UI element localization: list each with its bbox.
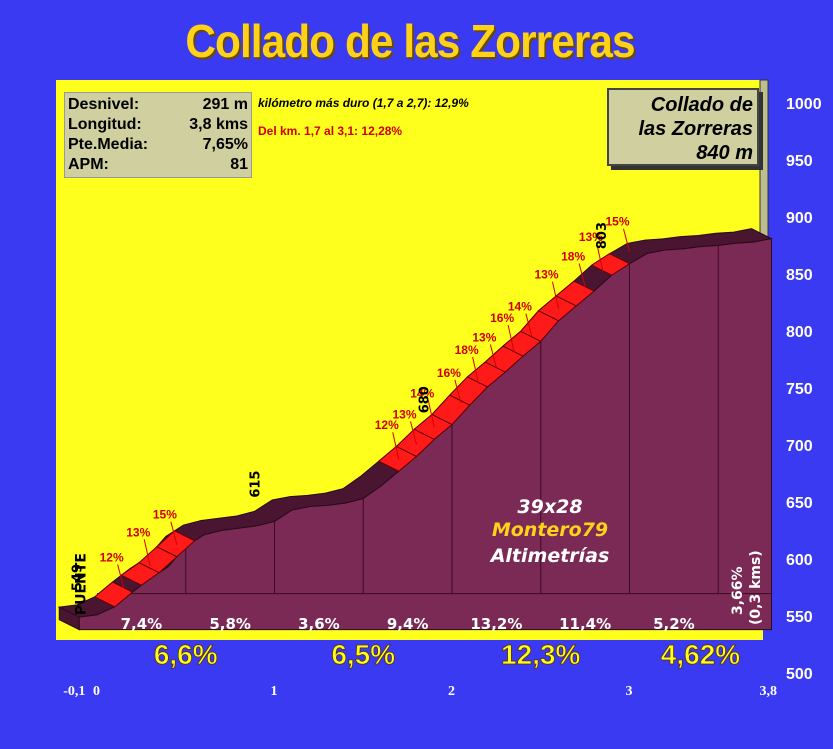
site-label: Altimetrías [490,545,610,567]
slope-label: 13% [126,525,150,539]
steep-segment [155,530,196,558]
slope-labels: 12%13%15%12%13%14%16%18%13%16%14%13%18%1… [70,215,630,615]
section-slope-label: 3,6% [298,615,340,633]
y-tick-label: 750 [786,381,813,398]
stat-apm: APM: 81 [68,155,248,175]
slope-leader [143,539,151,567]
slope-label: 14% [410,386,434,400]
author-label: Montero79 [491,519,609,541]
slope-label: 13% [579,230,603,244]
altitude-mark: 680 [417,386,432,413]
x-tick-label: 3 [626,684,633,699]
y-tick-label: 950 [786,153,813,170]
slope-leader [454,379,462,403]
section-slope-label: 9,4% [387,615,429,633]
stat-label: APM: [68,156,109,173]
stat-label: Desnivel: [68,96,140,113]
slope-label: 14% [508,300,532,314]
axes: 500 550 600 650 700 750 800 850 900 950 1000 -0,1 0 1… [63,96,821,699]
slope-leader [392,432,400,460]
steep-segment [590,253,631,276]
slope-leader [489,344,497,368]
slope-label: 12% [375,418,399,432]
km-average-label: 12,3% [501,639,580,670]
stat-value: 81 [230,156,248,173]
segment-note: Del km. 1,7 al 3,1: 12,28% [258,124,403,138]
slope-leader [623,228,630,252]
altitude-mark: 615 [249,471,264,498]
stat-desnivel: Desnivel: 291 m [68,95,248,115]
km-average-label: 4,62% [661,639,740,670]
summit-altitude: 840 m [696,142,753,164]
section-slope-label: 13,2% [470,615,522,633]
stat-value: 291 m [202,96,248,113]
y-tick-label: 650 [786,495,813,512]
chart-title: Collado de las Zorreras [185,15,635,67]
y-tick-label: 550 [786,609,813,626]
slope-leader [117,564,125,588]
y-tick-label: 700 [786,438,813,455]
stat-value: 3,8 kms [189,116,248,133]
y-tick-label: 600 [786,552,813,569]
last-section-length: (0,3 kms) [748,550,764,625]
hardest-km-note: kilómetro más duro (1,7 a 2,7): 12,9% [258,96,469,110]
stat-longitud: Longitud: 3,8 kms [68,115,248,135]
slope-leader [578,263,586,287]
section-slope-label: 5,2% [653,615,695,633]
slope-leader [596,244,604,272]
y-tick-label: 500 [786,666,813,683]
slope-label: 18% [561,250,585,264]
slope-label: 15% [153,508,177,522]
stats-box: Desnivel: 291 m Longitud: 3,8 kms Pte.Medi… [64,92,252,178]
steep-segment [555,280,595,307]
slope-label: 12% [100,550,124,564]
slope-label: 16% [490,311,514,325]
altitude-mark: 803 [595,222,610,249]
x-tick-label: 3,8 [760,684,778,699]
slope-leader [170,521,178,545]
slope-label: 18% [455,343,479,357]
slope-leader [552,281,559,309]
summit-name-line1: Collado de [650,94,753,116]
slope-label: 13% [472,330,496,344]
x-tick-label: 2 [448,684,455,699]
section-slopes: 7,4% 5,8% 3,6% 9,4% 13,2% 11,4% 5,2% 6,6% 6,5% 12… [121,550,764,670]
km-average-label: 6,5% [331,639,395,670]
slope-leader [525,313,533,337]
y-tick-label: 850 [786,267,813,284]
km-average-label: 6,6% [154,639,218,670]
stat-pendiente: Pte.Media: 7,65% [68,135,248,155]
slope-leader [507,324,515,353]
altitude-mark: 549 [70,564,85,591]
gear-label: 39x28 [517,496,583,518]
slope-leader [410,421,417,445]
y-tick-label: 800 [786,324,813,341]
y-tick-label: 1000 [786,96,822,113]
slope-label: 16% [437,366,461,380]
slope-leader [427,400,435,428]
start-label: PUENTE [73,553,89,615]
x-tick-label: 0 [93,684,100,699]
stat-value: 7,65% [202,136,248,153]
x-tick-label: -0,1 [63,684,85,699]
steep-segments [93,253,631,608]
slope-label: 13% [535,268,559,282]
y-tick-label: 900 [786,210,813,227]
profile-layer [57,228,774,631]
slope-label: 15% [606,215,630,229]
section-slope-label: 5,8% [209,615,251,633]
slope-leader [472,356,480,385]
steep-segment [93,581,134,608]
summit-name-line2: las Zorreras [638,118,753,140]
section-slope-label: 11,4% [559,615,611,633]
stat-label: Pte.Media: [68,136,149,153]
summit-box: Collado de las Zorreras 840 m [607,88,759,166]
last-section-slope: 3,66% [730,566,746,615]
slope-label: 13% [393,407,417,421]
section-slope-label: 7,4% [121,615,163,633]
stat-label: Longitud: [68,116,142,133]
x-tick-label: 1 [271,684,278,699]
